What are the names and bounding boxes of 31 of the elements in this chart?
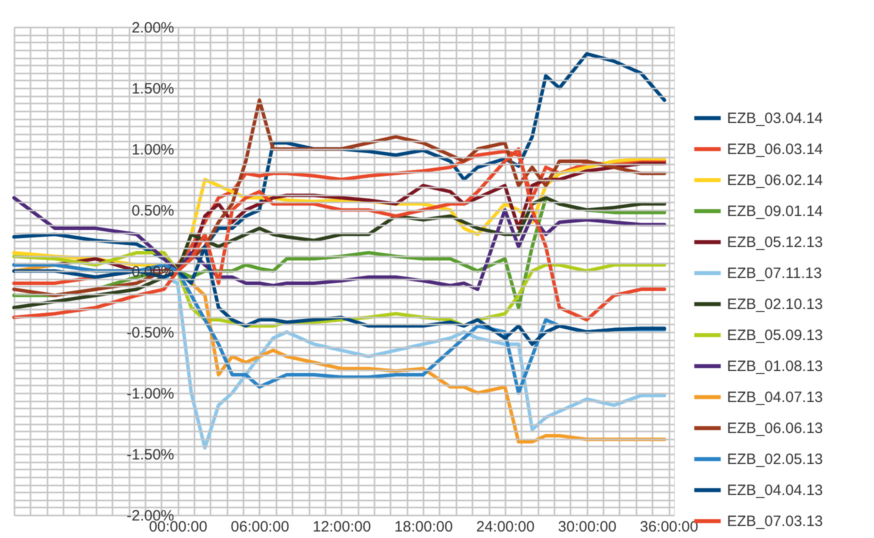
x-tick-label: 36:00:00 [640,518,698,536]
line-series [12,98,666,298]
y-tick-label: 1.00% [132,142,174,158]
x-tick-label: 18:00:00 [394,518,453,536]
legend-label: EZB_06.06.13 [727,420,823,438]
legend-label: EZB_02.10.13 [727,296,823,314]
legend-label: EZB_09.01.14 [727,203,823,220]
line-series [12,244,666,346]
legend-label: EZB_06.02.14 [727,172,823,190]
line-series [12,196,666,292]
y-tick-label: 2.00% [132,20,174,36]
x-tick-label: 30:00:00 [558,518,616,536]
y-tick-label: 0.50% [132,202,174,220]
y-tick-label: 0.00% [132,264,174,280]
y-tick-label: -1.00% [126,386,174,402]
legend-label: EZB_04.04.13 [727,482,823,500]
legend-label: EZB_04.07.13 [727,389,823,406]
legend-label: EZB_02.05.13 [727,451,823,468]
y-tick-label: -0.50% [126,324,174,342]
y-tick-label: -1.50% [126,446,174,464]
legend-label: EZB_01.08.13 [727,358,823,376]
legend-label: EZB_05.09.13 [727,327,823,344]
x-tick-label: 06:00:00 [230,518,290,536]
x-tick-label: 12:00:00 [312,518,371,536]
legend-label: EZB_05.12.13 [727,234,823,252]
legend-label: EZB_06.03.14 [727,141,823,158]
legend-label: EZB_03.04.14 [727,110,823,128]
legend-label: EZB_07.03.13 [727,513,823,530]
x-tick-label: 24:00:00 [476,518,535,536]
y-tick-label: 1.50% [132,80,174,98]
legend-label: EZB_07.11.13 [727,265,822,282]
